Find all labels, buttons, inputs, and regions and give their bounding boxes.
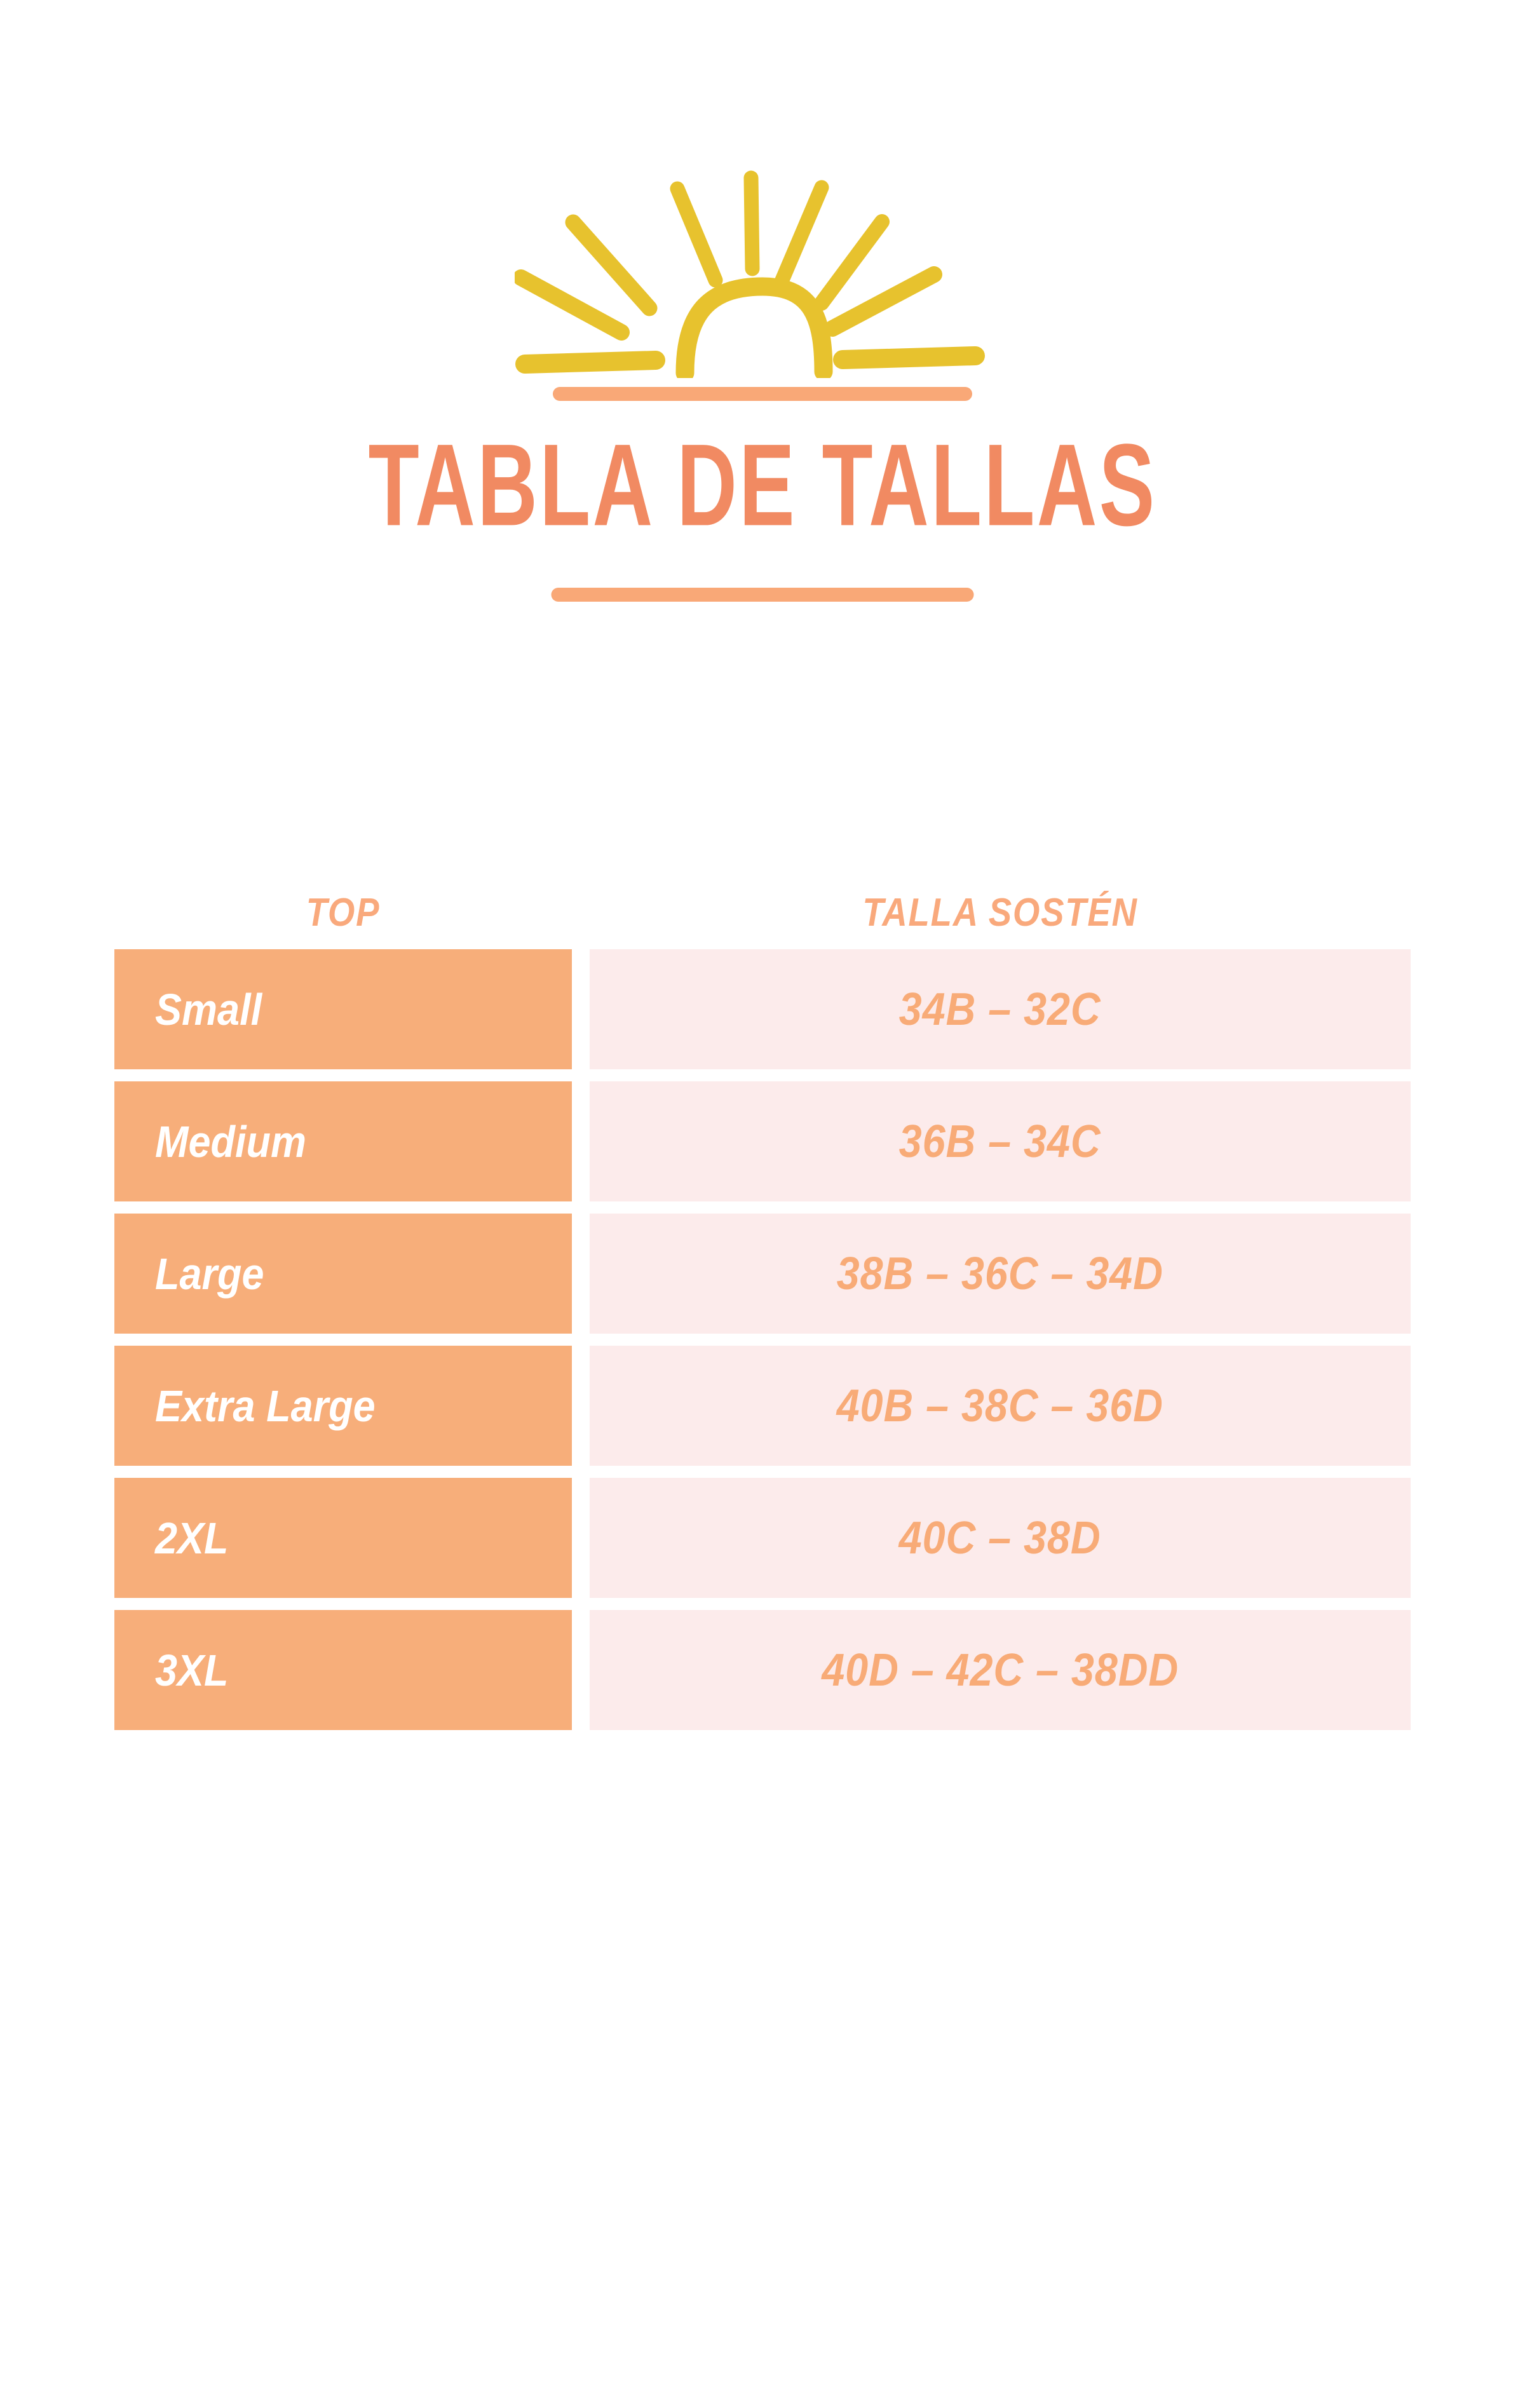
size-cell: Small [114, 949, 572, 1069]
column-header-top: TOP [306, 891, 381, 935]
divider-bar-top [553, 387, 972, 401]
table-header-row: TOP TALLA SOSTÉN [114, 863, 1411, 949]
cell-gap [572, 1478, 590, 1598]
size-cell: Medium [114, 1081, 572, 1201]
bra-size-label: 36B – 34C [899, 1116, 1101, 1167]
divider-bar-bottom [551, 588, 974, 602]
size-label: Small [155, 984, 262, 1034]
table-row: Extra Large 40B – 38C – 36D [114, 1346, 1411, 1466]
bra-size-cell: 36B – 34C [590, 1081, 1411, 1201]
size-label: Large [155, 1248, 264, 1299]
size-cell: Extra Large [114, 1346, 572, 1466]
bra-size-cell: 34B – 32C [590, 949, 1411, 1069]
table-row: Medium 36B – 34C [114, 1081, 1411, 1201]
bra-size-cell: 40D – 42C – 38DD [590, 1610, 1411, 1730]
cell-gap [572, 1214, 590, 1334]
cell-gap [572, 1610, 590, 1730]
bra-size-cell: 38B – 36C – 34D [590, 1214, 1411, 1334]
size-cell: 2XL [114, 1478, 572, 1598]
column-header-bra-size: TALLA SOSTÉN [862, 891, 1138, 935]
table-row: 3XL 40D – 42C – 38DD [114, 1610, 1411, 1730]
bra-size-label: 34B – 32C [899, 984, 1101, 1035]
size-label: 2XL [155, 1513, 229, 1563]
cell-gap [572, 1081, 590, 1201]
bra-size-label: 40D – 42C – 38DD [822, 1644, 1179, 1696]
bra-size-label: 40B – 38C – 36D [836, 1380, 1164, 1431]
table-row: 2XL 40C – 38D [114, 1478, 1411, 1598]
cell-gap [572, 949, 590, 1069]
sun-rays-icon [515, 170, 985, 378]
size-cell: Large [114, 1214, 572, 1334]
size-label: 3XL [155, 1645, 229, 1695]
table-row: Large 38B – 36C – 34D [114, 1214, 1411, 1334]
table-row: Small 34B – 32C [114, 949, 1411, 1069]
bra-size-label: 38B – 36C – 34D [836, 1248, 1164, 1299]
page-title: TABLA DE TALLAS [368, 419, 1157, 550]
bra-size-cell: 40C – 38D [590, 1478, 1411, 1598]
bra-size-cell: 40B – 38C – 36D [590, 1346, 1411, 1466]
size-cell: 3XL [114, 1610, 572, 1730]
size-label: Medium [155, 1116, 307, 1167]
size-label: Extra Large [155, 1381, 376, 1431]
bra-size-label: 40C – 38D [899, 1512, 1101, 1564]
size-table: TOP TALLA SOSTÉN Small 34B – 32C Medium … [114, 863, 1411, 1742]
cell-gap [572, 1346, 590, 1466]
brand-logo [0, 162, 1525, 416]
